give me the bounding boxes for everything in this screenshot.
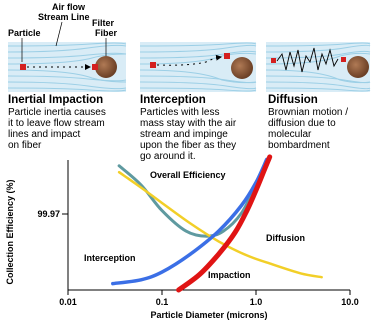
panel-desc-line: molecular [268,129,312,140]
panel-desc-line: go around it. [140,151,196,162]
series-layer [111,154,323,293]
stream-line-pointer [55,21,63,47]
x-axis-title: Particle Diameter (microns) [150,310,267,320]
interception-label: Interception [84,253,136,263]
stream-lines [139,42,257,92]
collection-efficiency-chart: 99.97 0.01 0.1 1.0 10.0 Particle Diameter (… [5,154,359,320]
panel-desc-line: mass stay with the air [140,118,237,129]
panel-desc-line: Particles with less [140,107,219,118]
trajectory-arrow [156,54,222,66]
impaction-curve [176,154,273,293]
x-tick-label: 0.1 [156,297,169,307]
fiber-icon [347,56,369,78]
stream-lines [7,42,127,92]
panel-interception: Interception Particles with less mass st… [139,42,257,162]
panel-inertial-impaction: Air flow Stream Line Filter Fiber Partic… [7,2,127,151]
particle-icon [271,58,276,63]
x-tick-label: 1.0 [250,297,263,307]
particle-icon [341,57,346,62]
panel-desc-line: it to leave flow stream [8,118,105,129]
fiber-icon [231,57,253,79]
panel-desc-line: Brownian motion / [268,107,348,118]
panel-diffusion: Diffusion Brownian motion / diffusion du… [265,42,371,151]
panel-desc-line: on fiber [8,140,42,151]
x-ticks: 0.01 0.1 1.0 10.0 [59,290,359,307]
panel-title: Inertial Impaction [8,94,103,106]
panel-desc-line: diffusion due to [268,118,336,129]
panel-desc-line: lines and impact [8,129,80,140]
diffusion-label: Diffusion [266,233,305,243]
x-tick-label: 0.01 [59,297,77,307]
panel-title: Diffusion [268,94,318,106]
impaction-label: Impaction [208,270,251,280]
fiber-icon [95,56,117,78]
fiber-label: Fiber [95,28,118,38]
interception-curve [111,157,269,286]
particle-icon [224,53,230,59]
particle-icon [150,62,156,68]
particle-icon [92,64,98,70]
x-tick-label: 10.0 [341,297,359,307]
panel-desc-line: stream and impinge [140,129,228,140]
panel-desc-line: bombardment [268,140,330,151]
panel-title: Interception [140,94,206,106]
stream-line-label: Stream Line [38,12,90,22]
filter-label: Filter [92,18,115,28]
panel-desc-line: Particle inertia causes [8,107,106,118]
air-flow-label: Air flow [52,2,86,12]
y-axis-title: Collection Efficiency (%) [5,179,15,284]
overall-efficiency-label: Overall Efficiency [150,170,226,180]
diffusion-curve [117,170,323,279]
particle-label: Particle [8,28,41,38]
brownian-path [276,47,339,73]
y-tick-label: 99.97 [37,209,60,219]
panel-desc-line: upon the fiber as they [140,140,236,151]
particle-icon [20,64,26,70]
